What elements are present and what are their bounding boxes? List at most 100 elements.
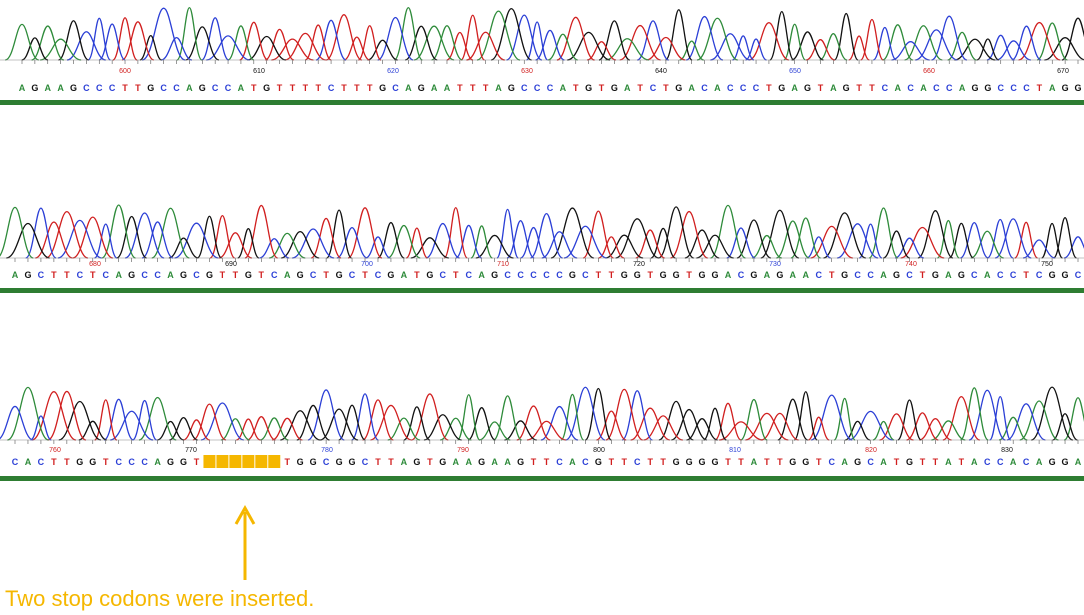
base: G: [611, 83, 618, 93]
base: T: [388, 457, 394, 467]
base: G: [349, 457, 356, 467]
base: G: [206, 270, 213, 280]
base: A: [841, 457, 848, 467]
base: G: [426, 270, 433, 280]
trace-peak: [665, 10, 692, 60]
base: C: [521, 83, 528, 93]
position-label: 810: [729, 447, 741, 454]
trace-peak: [219, 233, 252, 258]
base: G: [712, 457, 719, 467]
trace-peak: [102, 205, 136, 258]
annotation: Two stop codons were inserted.: [5, 586, 314, 611]
base: C: [349, 270, 356, 280]
base: T: [622, 457, 628, 467]
base: T: [414, 270, 420, 280]
trace-peak: [807, 237, 831, 258]
base: G: [585, 83, 592, 93]
trace-peak: [67, 32, 106, 60]
trace-peak: [456, 225, 482, 258]
base: A: [25, 457, 32, 467]
position-label: 630: [521, 68, 533, 75]
trace-peak: [1054, 218, 1077, 258]
trace-peak: [494, 396, 522, 440]
base: G: [1062, 83, 1069, 93]
base: G: [971, 83, 978, 93]
base: G: [31, 83, 38, 93]
base: A: [12, 270, 19, 280]
base: C: [193, 270, 200, 280]
trace-peak: [905, 26, 943, 60]
base: T: [303, 83, 309, 93]
trace-peak: [530, 214, 562, 258]
base: A: [186, 83, 193, 93]
base: C: [997, 83, 1004, 93]
trace-peak: [348, 208, 382, 258]
position-label: 800: [593, 447, 605, 454]
base: T: [362, 270, 368, 280]
base: T: [103, 457, 109, 467]
base: T: [920, 457, 926, 467]
base: G: [843, 83, 850, 93]
base: C: [582, 457, 589, 467]
trace-peak: [370, 405, 411, 440]
trace-peak: [880, 414, 914, 440]
trace-peak: [142, 222, 173, 258]
base: G: [70, 83, 77, 93]
base: C: [984, 457, 991, 467]
base: T: [637, 83, 643, 93]
position-label: 820: [865, 447, 877, 454]
base: G: [89, 457, 96, 467]
base: T: [894, 457, 900, 467]
trace-peak: [834, 14, 858, 60]
base: C: [634, 457, 641, 467]
base: T: [764, 457, 770, 467]
base: T: [959, 457, 965, 467]
base: T: [1023, 270, 1029, 280]
base: C: [530, 270, 537, 280]
base: C: [828, 457, 835, 467]
trace-peak: [996, 41, 1031, 60]
base: A: [238, 83, 245, 93]
base: C: [997, 270, 1004, 280]
base: C: [727, 83, 734, 93]
position-label: 610: [253, 68, 265, 75]
trace-peak: [197, 216, 221, 258]
base: G: [297, 270, 304, 280]
trace-peak: [711, 205, 746, 258]
base: C: [1023, 83, 1030, 93]
trace-peak: [344, 37, 370, 60]
base: G: [478, 457, 485, 467]
base: A: [803, 270, 810, 280]
trace-peak: [686, 17, 723, 60]
trace-peak: [778, 399, 808, 440]
base: G: [263, 83, 270, 93]
base: C: [323, 457, 330, 467]
base: T: [573, 83, 579, 93]
base: G: [439, 457, 446, 467]
base: C: [128, 457, 135, 467]
trace-peak: [477, 11, 520, 60]
base: G: [569, 270, 576, 280]
trace-peak: [931, 421, 965, 440]
base: C: [115, 457, 122, 467]
position-label: 780: [321, 447, 333, 454]
position-label: 680: [89, 261, 101, 268]
base: G: [1062, 457, 1069, 467]
base: T: [290, 83, 296, 93]
trace-peak: [0, 207, 33, 258]
base: G: [984, 83, 991, 93]
trace-peak: [907, 413, 939, 440]
trace-peak: [193, 404, 226, 440]
base: C: [141, 270, 148, 280]
base: T: [470, 83, 476, 93]
trace-peak: [1062, 18, 1084, 60]
trace-peak: [7, 387, 48, 440]
base: C: [440, 270, 447, 280]
base: T: [233, 270, 239, 280]
trace-peak: [378, 223, 405, 258]
position-label: 710: [497, 261, 509, 268]
base: C: [882, 83, 889, 93]
base: A: [45, 83, 52, 93]
base: G: [854, 457, 861, 467]
base: C: [753, 83, 760, 93]
